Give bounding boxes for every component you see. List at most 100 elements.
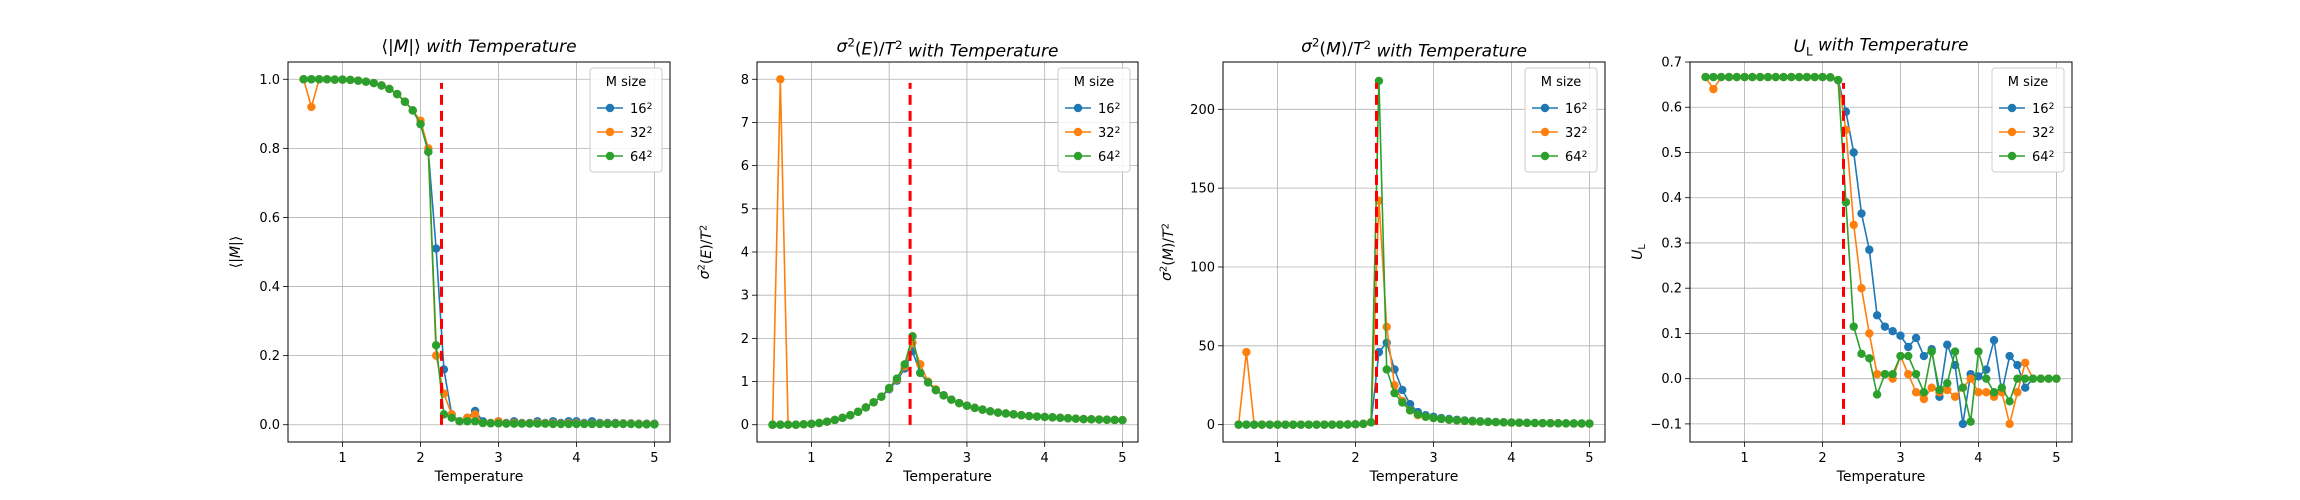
data-point — [1561, 419, 1571, 428]
legend-swatch-marker — [1540, 151, 1550, 161]
y-tick-label: 0.4 — [1661, 191, 1682, 206]
data-point — [1515, 418, 1524, 427]
data-point — [1849, 220, 1858, 230]
x-tick-label: 2 — [885, 451, 893, 466]
x-tick-label: 4 — [572, 451, 580, 466]
x-axis-label: Temperature — [1369, 469, 1459, 485]
y-tick-label: 100 — [1190, 260, 1215, 275]
legend-box — [589, 67, 663, 173]
y-axis-label: σ2(M)/T2 — [1159, 223, 1177, 281]
series-line — [772, 335, 1123, 426]
legend-swatch-marker — [605, 103, 615, 113]
data-point — [1943, 340, 1952, 349]
y-tick-label: 0 — [741, 418, 749, 433]
data-point — [1257, 420, 1267, 429]
data-point — [962, 401, 972, 410]
data-point — [533, 419, 542, 428]
y-tick-label: 0.6 — [1661, 101, 1682, 116]
legend-swatch-marker — [1540, 103, 1550, 113]
data-point — [595, 419, 605, 429]
legend-swatch-marker — [605, 127, 615, 137]
data-point — [1242, 420, 1251, 429]
data-point — [1989, 336, 1999, 345]
legend-swatch-marker — [1073, 127, 1083, 137]
data-point — [1569, 419, 1579, 428]
x-tick-label: 3 — [1429, 451, 1437, 466]
x-tick-label: 4 — [1507, 451, 1515, 466]
legend-entry-label: 322 — [1098, 126, 1120, 141]
data-point — [1444, 415, 1454, 424]
data-point — [1919, 394, 1929, 404]
data-point — [1826, 73, 1835, 82]
data-point — [1468, 417, 1477, 426]
panel-binder-cumulant: 1 2 3 4 5 −0.1 0.0 0.1 0.2 0.3 0.4 0.5 0.6 0.7 UL with… — [1630, 35, 2073, 485]
data-point — [307, 102, 316, 112]
data-point — [1288, 420, 1298, 429]
legend-entry-label: 642 — [630, 150, 652, 165]
legend-swatch-marker — [1540, 127, 1550, 137]
data-point — [1958, 383, 1968, 392]
data-point — [1982, 374, 1991, 383]
data-point — [1911, 388, 1921, 397]
data-point — [1335, 420, 1345, 429]
y-tick-label: −0.1 — [1650, 417, 1682, 432]
data-point — [822, 417, 832, 426]
data-point — [377, 81, 386, 90]
data-point — [1320, 420, 1329, 429]
data-point — [1857, 283, 1866, 293]
data-point — [1989, 388, 1999, 397]
data-point — [502, 419, 511, 428]
data-point — [1483, 417, 1493, 427]
data-point — [1919, 351, 1929, 361]
legend-entry-label: 642 — [2032, 150, 2054, 165]
data-point — [1437, 414, 1446, 424]
plot-title: ⟨|M|⟩ with Temperature — [381, 37, 576, 57]
y-tick-label: 0.7 — [1661, 56, 1682, 71]
data-point — [556, 419, 566, 429]
legend-entry-label: 162 — [1565, 102, 1587, 117]
data-point — [916, 368, 925, 378]
data-point — [307, 75, 316, 84]
data-point — [611, 419, 620, 429]
data-point — [1927, 347, 1936, 356]
legend-box — [1991, 67, 2065, 173]
legend-box — [1057, 67, 1131, 173]
data-point — [455, 417, 464, 426]
series-3 — [299, 75, 659, 429]
data-point — [783, 420, 793, 429]
y-tick-label: 0.4 — [259, 280, 280, 295]
data-point — [1017, 411, 1026, 420]
data-point — [1896, 351, 1905, 361]
legend-entry-label: 162 — [630, 102, 652, 117]
y-tick-label: 0.0 — [1661, 372, 1682, 387]
data-point — [1802, 72, 1812, 82]
data-point — [1818, 72, 1827, 82]
y-tick-label: 0.5 — [1661, 146, 1682, 161]
data-point — [1499, 418, 1508, 427]
data-point — [1087, 415, 1096, 424]
data-point — [548, 419, 558, 429]
data-point — [1849, 148, 1858, 157]
legend-entry-label: 642 — [1565, 150, 1587, 165]
data-point — [1974, 347, 1983, 356]
x-tick-label: 5 — [1585, 451, 1593, 466]
data-point — [853, 407, 863, 416]
data-point — [986, 407, 995, 416]
legend-swatch-marker — [605, 151, 615, 161]
data-point — [2044, 374, 2053, 383]
data-point — [1849, 322, 1858, 331]
data-point — [299, 75, 308, 84]
plot-area — [299, 75, 659, 429]
data-point — [1755, 72, 1765, 82]
data-point — [1429, 413, 1438, 423]
data-point — [1958, 419, 1968, 429]
data-point — [580, 419, 589, 429]
data-point — [1530, 418, 1540, 428]
data-point — [353, 76, 363, 85]
data-point — [1249, 420, 1259, 429]
legend-entry-label: 322 — [2032, 126, 2054, 141]
data-point — [993, 408, 1003, 417]
y-tick-label: 0.1 — [1661, 327, 1682, 342]
data-point — [1966, 417, 1975, 426]
y-tick-label: 0.2 — [259, 349, 280, 364]
